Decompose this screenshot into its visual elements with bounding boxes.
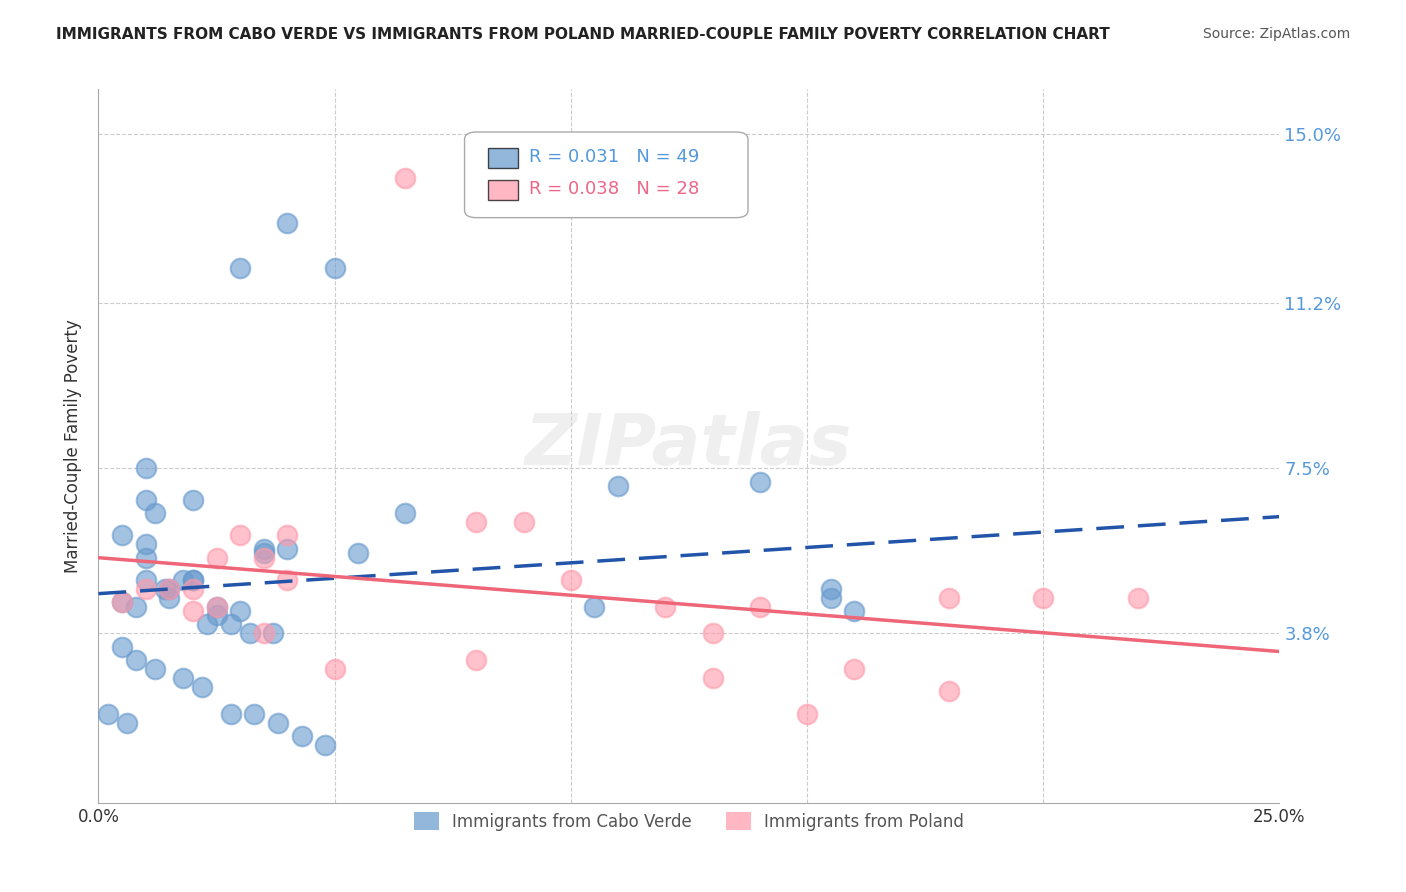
Immigrants from Cabo Verde xyxy=(239,626,262,640)
Immigrants from Cabo Verde xyxy=(135,550,157,565)
Immigrants from Poland xyxy=(748,599,770,614)
Immigrants from Cabo Verde xyxy=(111,595,134,609)
Immigrants from Cabo Verde xyxy=(276,216,298,230)
Immigrants from Cabo Verde xyxy=(172,573,194,587)
Immigrants from Cabo Verde xyxy=(143,506,166,520)
Legend: Immigrants from Cabo Verde, Immigrants from Poland: Immigrants from Cabo Verde, Immigrants f… xyxy=(408,805,970,838)
Immigrants from Poland xyxy=(1126,591,1149,605)
Immigrants from Cabo Verde xyxy=(181,573,204,587)
Immigrants from Poland xyxy=(157,582,180,596)
Immigrants from Poland xyxy=(465,515,488,529)
Immigrants from Cabo Verde xyxy=(153,582,176,596)
Immigrants from Cabo Verde xyxy=(253,541,276,556)
Immigrants from Poland xyxy=(253,626,276,640)
Immigrants from Cabo Verde xyxy=(276,541,298,556)
Immigrants from Cabo Verde xyxy=(267,715,290,730)
Immigrants from Cabo Verde xyxy=(844,604,866,618)
Immigrants from Poland xyxy=(465,653,488,667)
Immigrants from Cabo Verde xyxy=(253,546,276,560)
Immigrants from Poland xyxy=(512,515,534,529)
Immigrants from Cabo Verde xyxy=(115,715,138,730)
Immigrants from Cabo Verde xyxy=(181,573,204,587)
Immigrants from Cabo Verde xyxy=(135,492,157,507)
Text: Source: ZipAtlas.com: Source: ZipAtlas.com xyxy=(1202,27,1350,41)
Immigrants from Cabo Verde xyxy=(205,599,228,614)
FancyBboxPatch shape xyxy=(464,132,748,218)
Immigrants from Cabo Verde xyxy=(262,626,284,640)
Immigrants from Cabo Verde xyxy=(195,617,218,632)
Immigrants from Cabo Verde xyxy=(229,260,252,275)
Immigrants from Cabo Verde xyxy=(125,599,148,614)
Immigrants from Cabo Verde xyxy=(219,706,242,721)
Immigrants from Cabo Verde xyxy=(347,546,370,560)
Immigrants from Cabo Verde xyxy=(243,706,266,721)
Immigrants from Poland xyxy=(560,573,582,587)
Immigrants from Cabo Verde xyxy=(111,640,134,654)
Immigrants from Cabo Verde xyxy=(820,591,842,605)
Text: ZIPatlas: ZIPatlas xyxy=(526,411,852,481)
Immigrants from Cabo Verde xyxy=(229,604,252,618)
Immigrants from Cabo Verde xyxy=(111,528,134,542)
FancyBboxPatch shape xyxy=(488,148,517,168)
Immigrants from Cabo Verde xyxy=(172,671,194,685)
Immigrants from Cabo Verde xyxy=(219,617,242,632)
Immigrants from Cabo Verde xyxy=(135,537,157,551)
Immigrants from Poland xyxy=(654,599,676,614)
Immigrants from Cabo Verde xyxy=(323,260,346,275)
Immigrants from Cabo Verde xyxy=(125,653,148,667)
Immigrants from Poland xyxy=(702,626,724,640)
Immigrants from Poland xyxy=(205,550,228,565)
Immigrants from Cabo Verde xyxy=(135,573,157,587)
Immigrants from Poland xyxy=(323,662,346,676)
Immigrants from Poland xyxy=(276,573,298,587)
Immigrants from Cabo Verde xyxy=(143,662,166,676)
Immigrants from Poland xyxy=(796,706,818,721)
Immigrants from Cabo Verde xyxy=(607,479,630,493)
Immigrants from Cabo Verde xyxy=(314,738,336,752)
Immigrants from Poland xyxy=(702,671,724,685)
Text: IMMIGRANTS FROM CABO VERDE VS IMMIGRANTS FROM POLAND MARRIED-COUPLE FAMILY POVER: IMMIGRANTS FROM CABO VERDE VS IMMIGRANTS… xyxy=(56,27,1109,42)
Immigrants from Poland xyxy=(181,604,204,618)
Immigrants from Cabo Verde xyxy=(135,461,157,475)
Immigrants from Cabo Verde xyxy=(191,680,214,694)
Immigrants from Poland xyxy=(394,171,416,186)
Text: R = 0.038   N = 28: R = 0.038 N = 28 xyxy=(530,180,700,198)
Immigrants from Poland xyxy=(276,528,298,542)
Immigrants from Poland xyxy=(938,684,960,698)
Immigrants from Cabo Verde xyxy=(820,582,842,596)
Immigrants from Cabo Verde xyxy=(748,475,770,489)
Immigrants from Cabo Verde xyxy=(394,506,416,520)
Immigrants from Cabo Verde xyxy=(181,492,204,507)
FancyBboxPatch shape xyxy=(488,180,517,200)
Immigrants from Poland xyxy=(111,595,134,609)
Immigrants from Cabo Verde xyxy=(290,729,312,743)
Immigrants from Poland xyxy=(844,662,866,676)
Immigrants from Poland xyxy=(135,582,157,596)
Immigrants from Poland xyxy=(253,550,276,565)
Immigrants from Cabo Verde xyxy=(583,599,606,614)
Text: R = 0.031   N = 49: R = 0.031 N = 49 xyxy=(530,148,700,166)
Immigrants from Cabo Verde xyxy=(97,706,120,721)
Immigrants from Cabo Verde xyxy=(157,591,180,605)
Immigrants from Poland xyxy=(181,582,204,596)
Immigrants from Cabo Verde xyxy=(205,608,228,623)
Y-axis label: Married-Couple Family Poverty: Married-Couple Family Poverty xyxy=(65,319,83,573)
Immigrants from Poland xyxy=(205,599,228,614)
Immigrants from Poland xyxy=(938,591,960,605)
Immigrants from Poland xyxy=(229,528,252,542)
Immigrants from Cabo Verde xyxy=(157,582,180,596)
Immigrants from Poland xyxy=(1032,591,1054,605)
